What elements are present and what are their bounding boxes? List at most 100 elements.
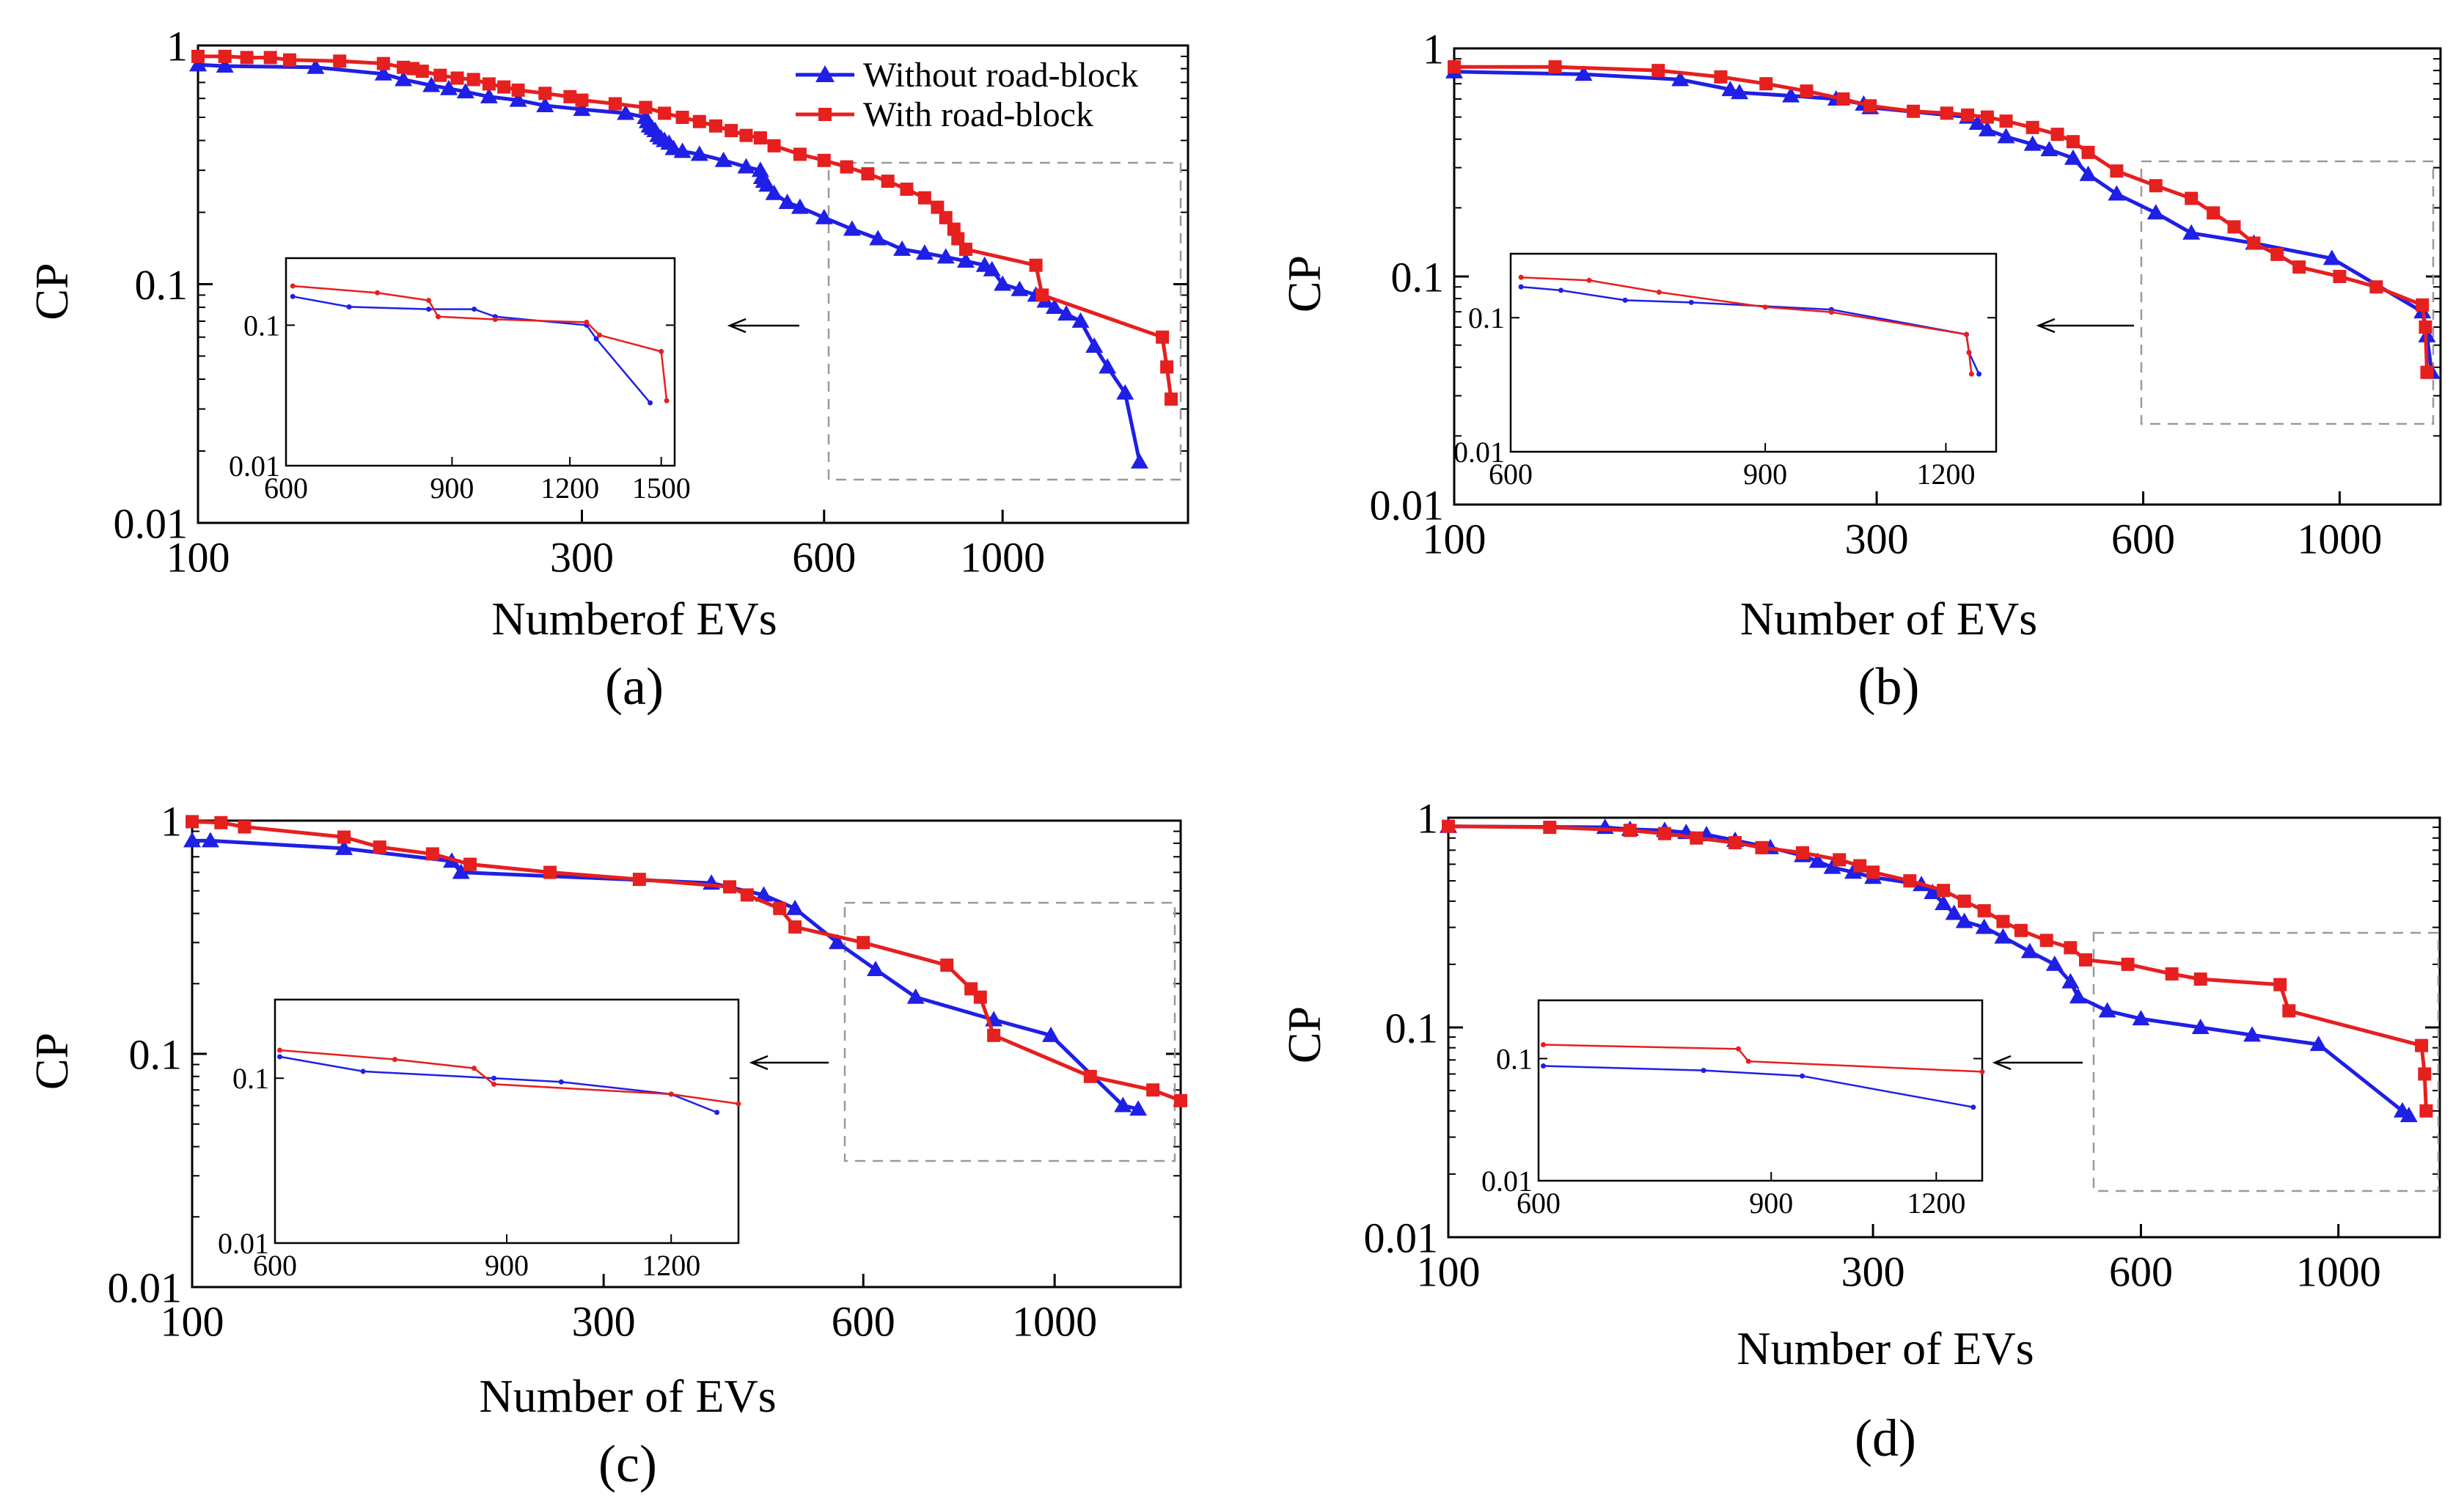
data-point-square — [433, 68, 447, 82]
y-tick-label: 0.1 — [1391, 253, 1445, 301]
data-point-triangle — [758, 176, 777, 192]
data-point-square — [1836, 92, 1850, 106]
data-point-triangle — [1975, 918, 1993, 934]
x-tick-label: 600 — [792, 534, 856, 582]
chart-panel-3: 0.01 0.1 1 100 300 600 1000 Number of EVs CP (c) 0… — [26, 797, 1187, 1493]
data-point-square — [511, 83, 525, 97]
inset-x-tick-label: 900 — [1749, 1187, 1793, 1220]
inset-data-point — [736, 1101, 741, 1107]
x-axis-label: Number of EVs — [1737, 1322, 2034, 1374]
data-point-square — [2079, 953, 2093, 967]
data-point-square — [463, 857, 477, 871]
inset-x-tick-label: 600 — [253, 1249, 297, 1282]
data-point-square — [425, 847, 439, 861]
inset-data-point — [276, 1047, 282, 1053]
data-point-triangle — [1945, 904, 1963, 920]
data-point-square — [1755, 840, 1769, 854]
y-axis-label: CP — [1278, 255, 1330, 312]
data-point-triangle — [335, 839, 353, 855]
inset: 0.01 0.1 600 900 1200 1500 — [229, 257, 691, 505]
inset-data-point — [1656, 289, 1662, 295]
data-point-square — [1999, 114, 2013, 128]
data-point-square — [2416, 298, 2430, 312]
data-point-square — [2185, 191, 2199, 205]
data-point-triangle — [452, 863, 470, 879]
data-point-triangle — [1823, 858, 1841, 874]
inset-data-point — [1970, 1104, 1976, 1110]
data-point-square — [973, 990, 987, 1004]
data-point-square — [675, 110, 689, 124]
inset-y-tick-label: 0.01 — [218, 1227, 269, 1260]
x-tick-label: 100 — [1417, 1248, 1481, 1296]
y-tick-label: 1 — [166, 22, 188, 70]
panel-label: (a) — [605, 657, 664, 716]
data-point-square — [1795, 846, 1809, 860]
inset-y-tick-label: 0.1 — [232, 1062, 269, 1095]
data-point-square — [1853, 859, 1867, 873]
y-tick-label: 1 — [161, 797, 182, 845]
data-point-square — [337, 830, 351, 844]
data-point-triangle — [751, 161, 769, 177]
inset-x-tick-label: 1200 — [1907, 1187, 1965, 1220]
data-point-triangle — [1130, 452, 1148, 469]
data-point-square — [1903, 874, 1917, 888]
data-point-triangle — [1844, 863, 1863, 879]
inset-data-point — [1558, 287, 1564, 293]
legend-label: With road-block — [863, 95, 1093, 134]
data-point-triangle — [2069, 988, 2087, 1004]
y-tick-label: 0.01 — [1370, 481, 1445, 529]
y-tick-label: 1 — [1417, 794, 1438, 842]
zoom-arrow-head — [749, 1055, 769, 1071]
data-point-triangle — [936, 248, 955, 264]
data-point-triangle — [2098, 1002, 2116, 1018]
data-point-square — [1146, 1083, 1160, 1097]
data-point-square — [2282, 1004, 2296, 1018]
data-point-triangle — [1071, 312, 1090, 328]
data-point-triangle — [2040, 140, 2058, 156]
x-tick-label: 600 — [2109, 1248, 2173, 1296]
data-point-triangle — [994, 275, 1012, 291]
data-point-triangle — [1935, 894, 1953, 910]
inset-x-tick-label: 1500 — [632, 472, 691, 505]
inset-data-point — [1964, 331, 1970, 337]
data-point-square — [788, 920, 802, 934]
zoom-arrow-head — [727, 318, 747, 334]
data-point-square — [218, 49, 232, 63]
inset-data-point — [392, 1057, 397, 1063]
data-point-square — [482, 77, 496, 91]
data-point-square — [1690, 831, 1704, 845]
y-tick-label: 0.1 — [1385, 1004, 1439, 1052]
inset-series-line-with — [1543, 1044, 1983, 1073]
y-tick-label: 1 — [1423, 25, 1444, 73]
data-point-square — [817, 153, 831, 167]
data-point-square — [639, 100, 653, 114]
data-point-square — [191, 49, 205, 63]
data-point-triangle — [2322, 249, 2341, 265]
data-point-square — [1728, 836, 1742, 850]
data-point-square — [538, 87, 552, 100]
inset-x-tick-label: 600 — [1489, 458, 1533, 491]
y-axis-label: CP — [26, 1033, 78, 1090]
data-point-triangle — [1731, 84, 1749, 100]
inset-data-point — [1688, 299, 1694, 305]
y-tick-label: 0.01 — [108, 1264, 183, 1311]
inset-data-point — [1762, 304, 1768, 310]
data-point-triangle — [216, 57, 234, 73]
data-point-square — [2066, 135, 2080, 149]
data-point-square — [725, 124, 738, 138]
data-point-square — [373, 840, 386, 854]
inset-data-point — [1800, 1073, 1805, 1079]
zoom-box — [843, 901, 1176, 1162]
inset-data-point — [1622, 297, 1628, 303]
data-point-triangle — [2243, 1026, 2262, 1042]
data-point-triangle — [536, 96, 554, 112]
inset-data-point — [664, 397, 670, 403]
data-point-triangle — [1997, 128, 2015, 144]
data-point-square — [1961, 108, 1975, 122]
data-point-square — [1029, 258, 1043, 272]
data-point-triangle — [1721, 81, 1739, 97]
data-point-square — [1156, 330, 1170, 344]
inset-data-point — [346, 304, 352, 309]
data-point-triangle — [714, 151, 733, 167]
data-point-square — [2419, 320, 2432, 334]
